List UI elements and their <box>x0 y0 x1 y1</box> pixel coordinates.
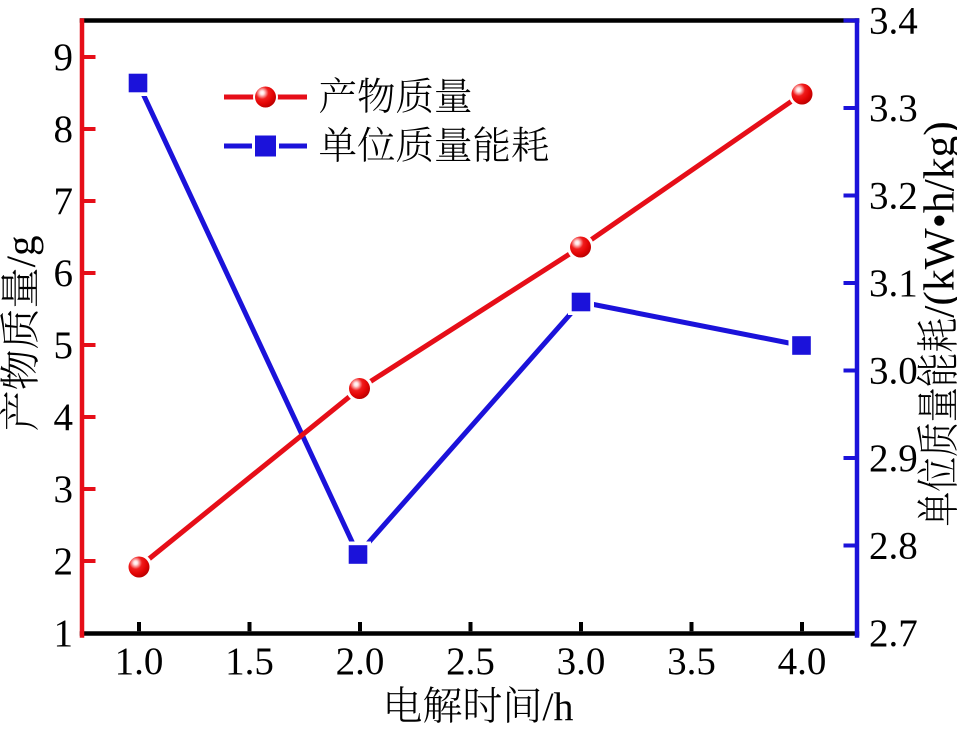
svg-text:/g: /g <box>0 235 44 267</box>
svg-text:2.9: 2.9 <box>869 437 918 480</box>
svg-text:/h: /h <box>542 684 573 729</box>
svg-text:3.0: 3.0 <box>869 349 918 392</box>
svg-text:3.4: 3.4 <box>869 0 918 42</box>
svg-text:3.0: 3.0 <box>557 640 606 683</box>
svg-text:3.2: 3.2 <box>869 174 918 217</box>
svg-text:1.0: 1.0 <box>115 640 164 683</box>
svg-text:1: 1 <box>54 612 74 655</box>
svg-text:3: 3 <box>54 468 74 511</box>
svg-text:2: 2 <box>54 540 74 583</box>
svg-text:/(kW•h/kg): /(kW•h/kg) <box>916 121 957 317</box>
svg-text:2.7: 2.7 <box>869 612 918 655</box>
svg-text:2.5: 2.5 <box>446 640 495 683</box>
svg-text:3.1: 3.1 <box>869 262 918 305</box>
svg-text:4: 4 <box>54 396 74 439</box>
svg-text:9: 9 <box>54 36 74 79</box>
svg-text:1.5: 1.5 <box>225 640 274 683</box>
svg-text:2.0: 2.0 <box>336 640 385 683</box>
svg-text:4.0: 4.0 <box>778 640 827 683</box>
svg-text:3.3: 3.3 <box>869 87 918 130</box>
svg-text:2.8: 2.8 <box>869 524 918 567</box>
svg-text:6: 6 <box>54 252 74 295</box>
svg-text:5: 5 <box>54 324 74 367</box>
svg-text:3.5: 3.5 <box>667 640 716 683</box>
svg-text:8: 8 <box>54 108 74 151</box>
svg-text:7: 7 <box>54 180 74 223</box>
